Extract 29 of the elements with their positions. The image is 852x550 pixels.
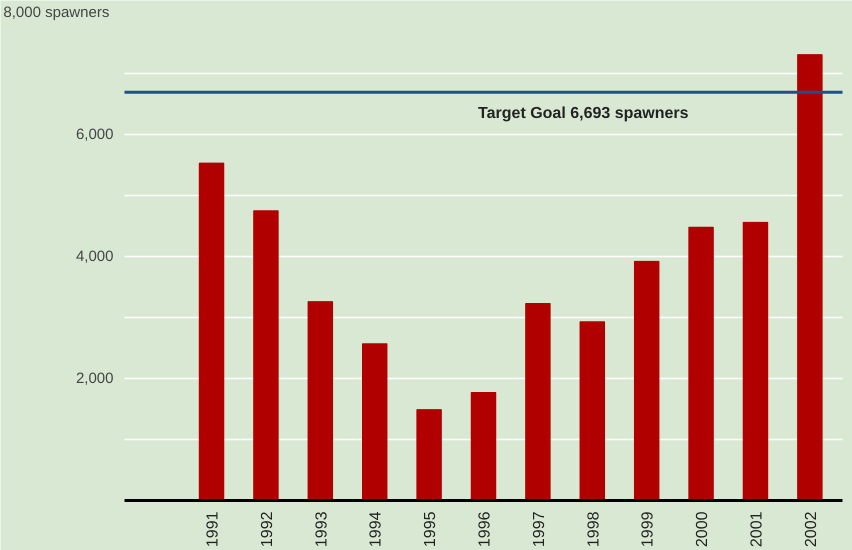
bar — [308, 301, 334, 500]
x-tick-label: 1999 — [640, 511, 657, 548]
bar — [198, 162, 224, 500]
x-tick-label: 2000 — [694, 511, 712, 548]
bar — [362, 343, 388, 500]
y-tick-label: 4,000 — [76, 248, 114, 265]
x-tick-label: 1991 — [204, 511, 222, 548]
bar — [688, 226, 714, 500]
x-tick-label: 1998 — [585, 511, 602, 548]
x-tick-label: 1993 — [313, 511, 330, 548]
x-tick-label: 2001 — [748, 511, 766, 548]
ref-line-label: Target Goal 6,693 spawners — [478, 105, 689, 122]
bar — [416, 409, 442, 500]
bar — [253, 210, 279, 500]
x-tick-label: 2002 — [802, 511, 820, 548]
x-tick-label: 1992 — [258, 511, 276, 548]
y-tick-label: 8,000 spawners — [3, 4, 110, 21]
y-tick-label: 6,000 — [76, 126, 114, 143]
bar — [742, 222, 768, 500]
bar — [525, 302, 551, 500]
x-tick-label: 1996 — [476, 511, 494, 548]
bar — [797, 54, 823, 500]
x-tick-label: 1997 — [530, 511, 548, 548]
bar — [470, 392, 496, 500]
x-tick-label: 1994 — [368, 511, 385, 548]
y-tick-label: 2,000 — [76, 370, 114, 387]
bar — [580, 321, 606, 500]
bar — [634, 260, 660, 500]
x-tick-label: 1995 — [422, 511, 440, 548]
